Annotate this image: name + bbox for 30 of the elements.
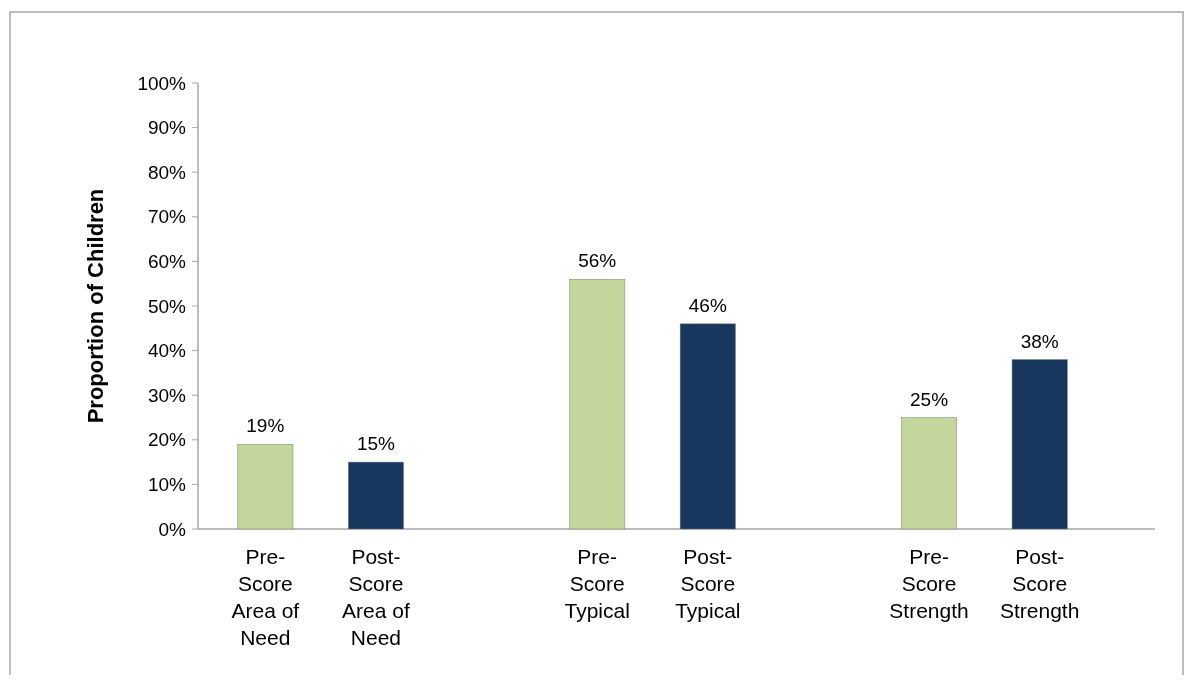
y-tick-label: 30% xyxy=(147,384,187,406)
bar xyxy=(348,461,404,530)
y-tick-label: 80% xyxy=(147,161,187,183)
data-label: 19% xyxy=(246,415,285,437)
y-tick-label: 60% xyxy=(147,251,187,273)
bar xyxy=(679,323,736,530)
bar xyxy=(569,278,626,530)
bar xyxy=(901,417,957,530)
data-label: 25% xyxy=(910,388,949,410)
y-tick-label: 50% xyxy=(147,295,187,317)
data-label: 38% xyxy=(1020,330,1059,352)
x-tick-label: Pre-Score Area of Need xyxy=(231,545,300,649)
bar xyxy=(1011,359,1068,530)
x-tick-label: Pre-Score Strength xyxy=(889,545,969,622)
y-tick-label: 40% xyxy=(147,340,187,362)
x-tick-label: Post-Score Area of Need xyxy=(342,545,410,649)
data-label: 46% xyxy=(688,294,727,316)
x-tick-label: Post-Score Strength xyxy=(999,545,1080,622)
y-tick-label: 20% xyxy=(147,429,187,451)
data-label: 15% xyxy=(356,433,396,455)
y-tick-label: 90% xyxy=(147,117,187,139)
y-tick-label: 0% xyxy=(158,518,187,540)
y-axis-title: Proportion of Children xyxy=(83,188,108,424)
x-tick-label: Post-Score Typical xyxy=(675,545,741,622)
data-label: 56% xyxy=(578,250,617,272)
y-tick-label: 70% xyxy=(147,206,187,228)
x-tick-label: Pre-Score Typical xyxy=(564,545,630,622)
y-tick-label: 100% xyxy=(137,72,187,94)
y-tick-label: 10% xyxy=(147,474,187,496)
bar xyxy=(237,444,294,530)
